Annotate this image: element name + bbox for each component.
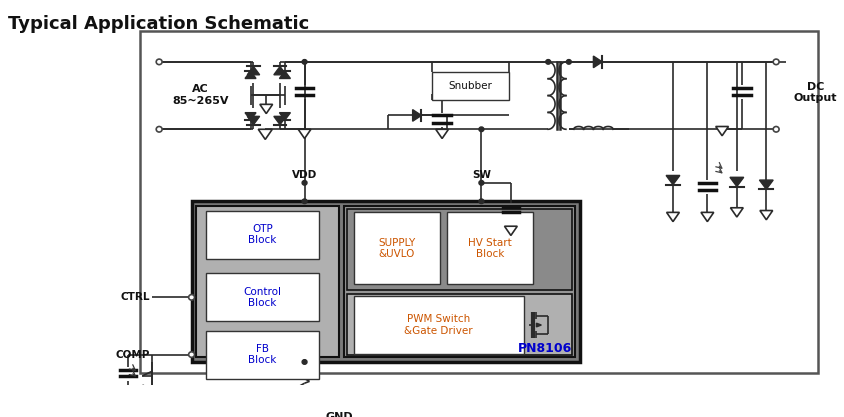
Text: AC
85~265V: AC 85~265V (171, 84, 228, 106)
Circle shape (772, 126, 778, 132)
Circle shape (479, 181, 484, 185)
Bar (346, 208, 571, 290)
Circle shape (156, 126, 162, 132)
Circle shape (545, 60, 550, 64)
Polygon shape (279, 113, 290, 120)
Polygon shape (504, 226, 517, 236)
Polygon shape (247, 66, 259, 75)
Circle shape (188, 352, 194, 357)
Polygon shape (247, 116, 259, 125)
Polygon shape (729, 177, 743, 186)
Polygon shape (122, 395, 133, 404)
Bar (354, 212, 440, 284)
Text: DC
Output: DC Output (793, 82, 836, 103)
Polygon shape (666, 212, 679, 221)
Polygon shape (279, 71, 290, 78)
Circle shape (302, 359, 306, 364)
Polygon shape (273, 66, 286, 75)
Bar (354, 296, 523, 354)
Polygon shape (592, 56, 602, 68)
Circle shape (302, 400, 306, 405)
Text: CTRL: CTRL (121, 292, 150, 302)
Text: VDD: VDD (291, 170, 316, 180)
Text: COMP: COMP (116, 349, 150, 359)
Circle shape (156, 59, 162, 65)
Text: PWM Switch
&Gate Driver: PWM Switch &Gate Driver (403, 314, 472, 336)
Polygon shape (296, 406, 311, 417)
Circle shape (565, 60, 571, 64)
Circle shape (302, 60, 306, 64)
Polygon shape (759, 180, 772, 189)
Text: Control
Block: Control Block (243, 286, 281, 308)
Circle shape (479, 127, 484, 132)
Circle shape (302, 199, 306, 203)
Polygon shape (701, 212, 713, 221)
Polygon shape (245, 71, 256, 78)
Bar (192, 201, 579, 362)
Circle shape (188, 294, 194, 300)
Polygon shape (729, 208, 743, 217)
Circle shape (302, 181, 306, 185)
Text: PN8106: PN8106 (517, 342, 571, 354)
Text: SUPPLY
&UVLO: SUPPLY &UVLO (378, 238, 415, 259)
Bar (197, 206, 338, 357)
Polygon shape (665, 176, 679, 185)
Polygon shape (258, 129, 272, 139)
Bar (140, 31, 818, 373)
Polygon shape (245, 113, 256, 120)
Text: HV Start
Block: HV Start Block (468, 238, 511, 259)
Text: Snubber: Snubber (448, 81, 492, 91)
Bar (206, 211, 319, 259)
Polygon shape (298, 129, 311, 138)
Polygon shape (436, 129, 448, 138)
Text: OTP
Block: OTP Block (248, 224, 276, 245)
Polygon shape (759, 211, 771, 220)
Bar (432, 72, 508, 100)
Bar (206, 273, 319, 322)
Bar (206, 331, 319, 379)
Text: FB
Block: FB Block (248, 344, 276, 365)
Polygon shape (273, 116, 286, 125)
Text: Typical Application Schematic: Typical Application Schematic (8, 15, 309, 33)
Bar (446, 212, 533, 284)
Bar (346, 294, 571, 354)
Text: SW: SW (471, 170, 490, 180)
Text: GND: GND (325, 412, 352, 417)
Bar (344, 206, 574, 357)
Polygon shape (715, 126, 728, 136)
Polygon shape (412, 110, 421, 121)
Polygon shape (146, 401, 159, 410)
Polygon shape (536, 323, 541, 327)
Circle shape (479, 199, 484, 203)
Circle shape (772, 59, 778, 65)
Polygon shape (260, 104, 273, 113)
